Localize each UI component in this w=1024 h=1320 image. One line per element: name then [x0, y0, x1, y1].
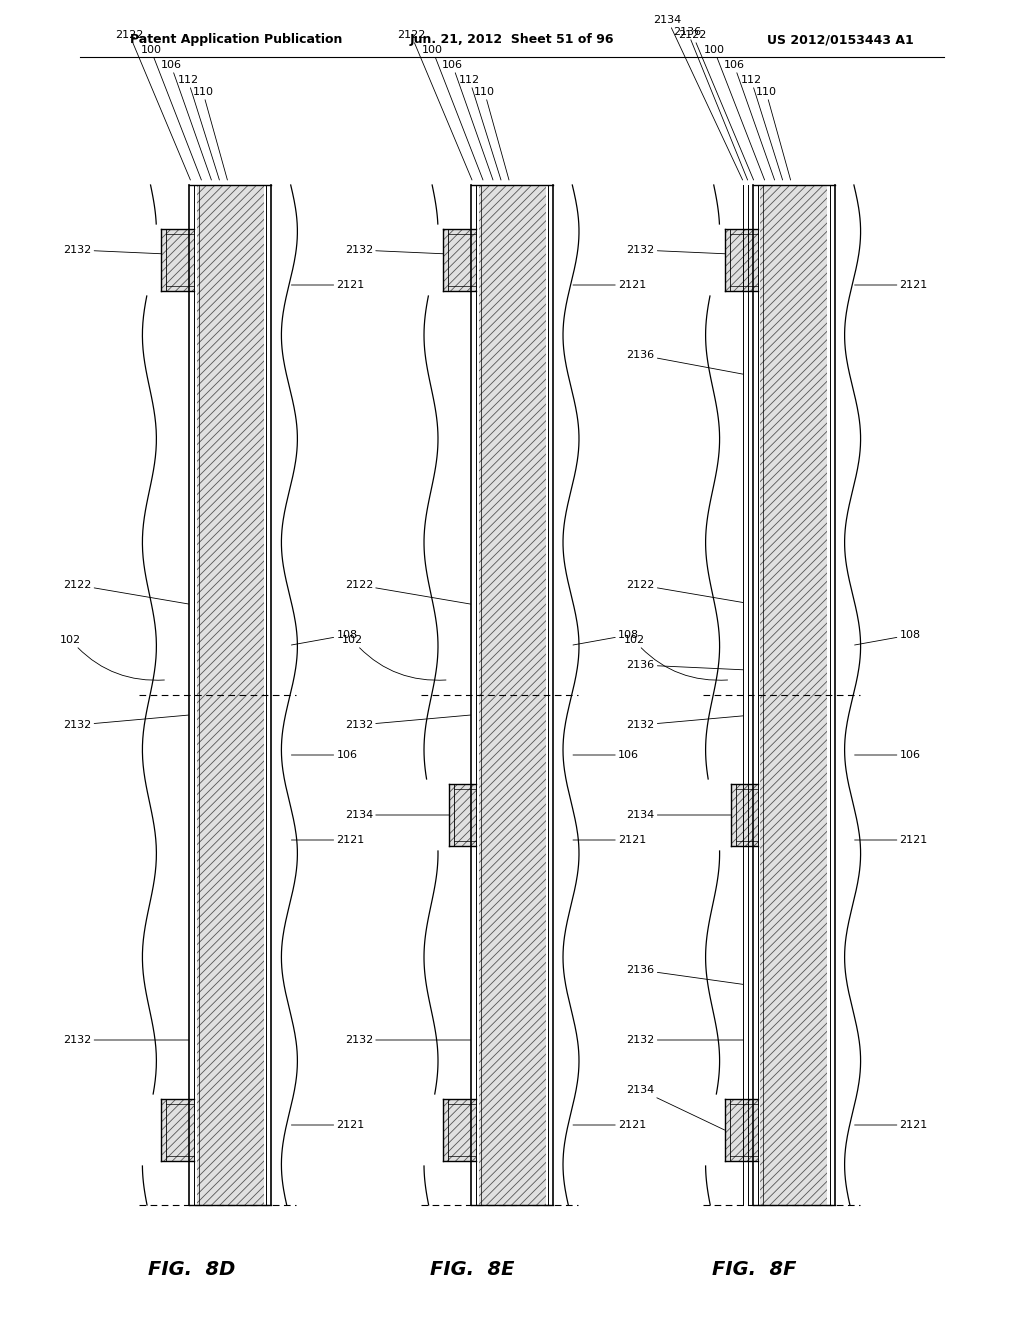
Text: 2132: 2132 [627, 1035, 753, 1045]
Text: 112: 112 [459, 75, 501, 180]
Text: 110: 110 [193, 87, 227, 180]
Text: 108: 108 [573, 630, 639, 645]
Text: 112: 112 [740, 75, 782, 180]
Text: 2121: 2121 [855, 280, 928, 290]
Text: 2122: 2122 [345, 579, 476, 605]
Text: 2132: 2132 [627, 246, 753, 255]
Bar [162, 228, 197, 290]
Bar [443, 1100, 476, 1162]
Text: 110: 110 [474, 87, 509, 180]
Bar [443, 1100, 478, 1162]
Bar [725, 1100, 760, 1162]
Text: 100: 100 [140, 45, 202, 180]
Text: 2136: 2136 [627, 965, 748, 985]
Text: 2132: 2132 [63, 1035, 189, 1045]
Text: 2121: 2121 [573, 1119, 646, 1130]
Text: 2132: 2132 [627, 715, 753, 730]
Text: 2121: 2121 [855, 836, 928, 845]
Text: 106: 106 [855, 750, 921, 760]
Bar [162, 1100, 195, 1162]
Bar [443, 228, 478, 290]
Bar [162, 228, 195, 290]
Text: 108: 108 [292, 630, 357, 645]
Text: 2122: 2122 [116, 30, 190, 180]
Bar [471, 185, 553, 1205]
Text: Patent Application Publication: Patent Application Publication [130, 33, 342, 46]
Bar [730, 784, 760, 846]
Text: 2122: 2122 [679, 30, 754, 180]
Bar [725, 228, 758, 290]
Bar [189, 185, 271, 1205]
Bar [471, 185, 553, 1205]
Text: 106: 106 [292, 750, 357, 760]
Text: 2132: 2132 [345, 246, 471, 255]
Bar [725, 228, 760, 290]
Text: 2121: 2121 [292, 836, 365, 845]
Text: 106: 106 [573, 750, 639, 760]
Text: 2132: 2132 [345, 1035, 471, 1045]
Bar [725, 1100, 758, 1162]
Text: 102: 102 [624, 635, 728, 680]
Bar [264, 185, 271, 1205]
Text: FIG.  8D: FIG. 8D [148, 1261, 236, 1279]
Bar [189, 185, 271, 1205]
Text: 2122: 2122 [397, 30, 472, 180]
Text: 106: 106 [724, 59, 774, 180]
Bar [449, 784, 478, 846]
Text: 2122: 2122 [63, 579, 195, 605]
Text: 108: 108 [855, 630, 921, 645]
Text: 2121: 2121 [573, 280, 646, 290]
Text: 106: 106 [161, 59, 211, 180]
Text: 2132: 2132 [63, 715, 189, 730]
Bar [443, 228, 476, 290]
Text: 110: 110 [756, 87, 791, 180]
Text: 106: 106 [442, 59, 493, 180]
Text: 100: 100 [422, 45, 483, 180]
Bar [742, 185, 753, 1205]
Text: 2121: 2121 [292, 1119, 365, 1130]
Text: 2132: 2132 [345, 715, 471, 730]
Text: 2136: 2136 [674, 26, 748, 180]
Text: 100: 100 [703, 45, 765, 180]
Text: US 2012/0153443 A1: US 2012/0153443 A1 [767, 33, 914, 46]
Bar [827, 185, 835, 1205]
Text: FIG.  8E: FIG. 8E [430, 1261, 514, 1279]
Bar [753, 185, 835, 1205]
Text: 112: 112 [177, 75, 219, 180]
Text: 102: 102 [60, 635, 165, 680]
Text: 2132: 2132 [63, 246, 189, 255]
Bar [753, 185, 835, 1205]
Text: 2134: 2134 [627, 810, 730, 820]
Bar [189, 185, 197, 1205]
Text: 2121: 2121 [855, 1119, 928, 1130]
Text: 2121: 2121 [573, 836, 646, 845]
Bar [162, 1100, 197, 1162]
Text: 2136: 2136 [627, 660, 748, 671]
Text: 2121: 2121 [292, 280, 365, 290]
Bar [730, 784, 758, 846]
Bar [449, 784, 476, 846]
Bar [546, 185, 553, 1205]
Text: 2134: 2134 [653, 15, 742, 180]
Text: FIG.  8F: FIG. 8F [712, 1261, 796, 1279]
Bar [471, 185, 478, 1205]
Text: 2134: 2134 [627, 1085, 725, 1130]
Text: Jun. 21, 2012  Sheet 51 of 96: Jun. 21, 2012 Sheet 51 of 96 [410, 33, 614, 46]
Bar [753, 185, 760, 1205]
Text: 2136: 2136 [627, 350, 748, 375]
Text: 102: 102 [342, 635, 446, 680]
Text: 2122: 2122 [627, 579, 758, 605]
Text: 2134: 2134 [345, 810, 449, 820]
